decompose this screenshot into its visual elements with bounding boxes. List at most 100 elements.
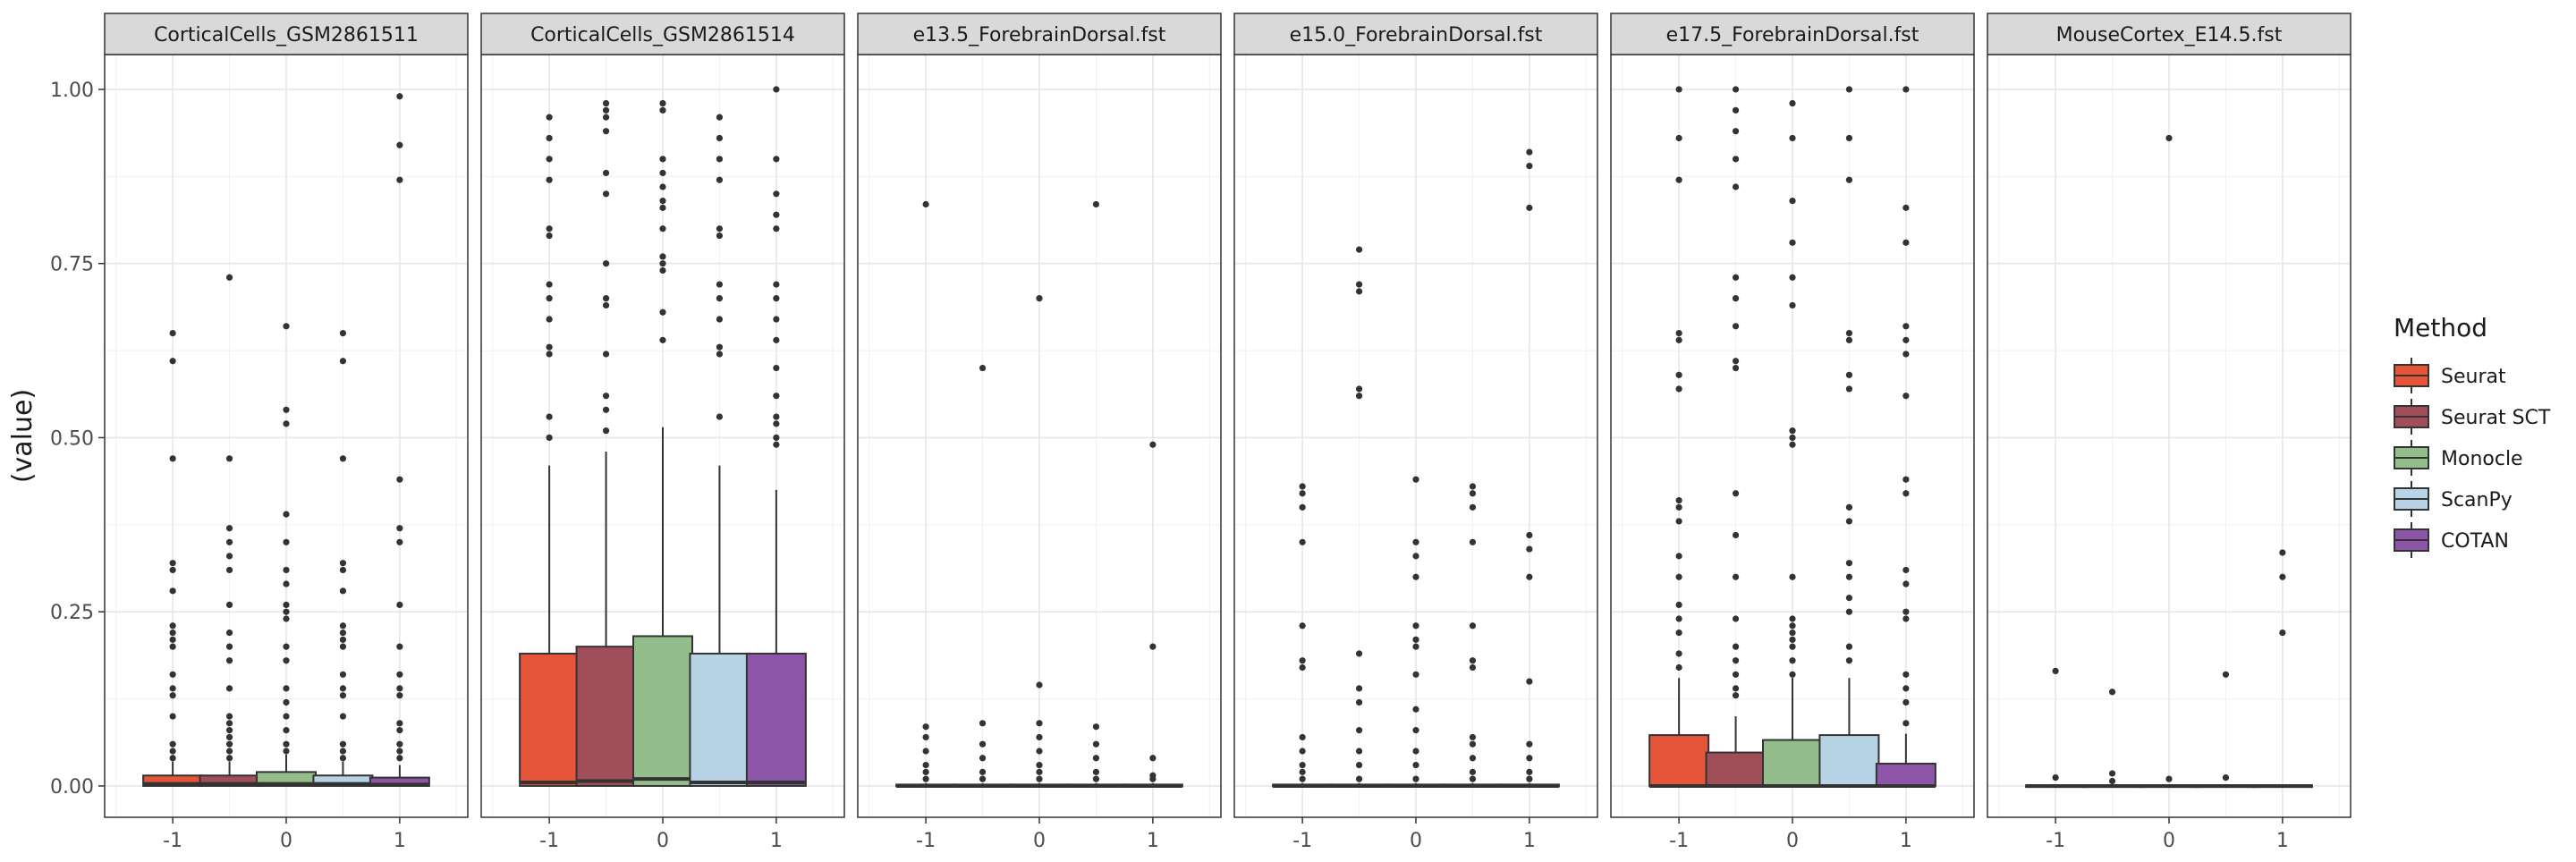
box-seurat (142, 329, 204, 787)
outlier-point (1675, 134, 1682, 142)
outlier-point (1845, 176, 1853, 183)
outlier-point (225, 685, 233, 692)
outlier-point (1902, 615, 1910, 622)
outlier-point (602, 301, 610, 309)
outlier-point (225, 740, 233, 748)
legend-label: ScanPy (2441, 489, 2512, 511)
outlier-point (1732, 685, 1740, 692)
outlier-point (283, 740, 290, 748)
outlier-point (773, 364, 780, 372)
outlier-point (659, 197, 666, 205)
outlier-point (1732, 643, 1740, 650)
outlier-point (546, 225, 553, 232)
box-cotan (2251, 549, 2313, 789)
outlier-point (979, 720, 987, 727)
outlier-point (1789, 636, 1796, 643)
outlier-point (1299, 663, 1306, 672)
outlier-point (339, 671, 347, 678)
outlier-point (659, 260, 666, 267)
outlier-point (1469, 740, 1477, 748)
outlier-point (2222, 671, 2230, 678)
outlier-point (339, 685, 347, 692)
outlier-point (922, 200, 929, 208)
outlier-point (1845, 657, 1853, 664)
outlier-point (1902, 239, 1910, 246)
outlier-point (396, 176, 403, 183)
outlier-point (773, 336, 780, 343)
outlier-point (716, 316, 724, 323)
outlier-point (1526, 678, 1533, 685)
outlier-point (283, 713, 290, 720)
outlier-point (1675, 615, 1682, 622)
outlier-point (546, 343, 553, 351)
outlier-point (1732, 358, 1740, 365)
outlier-point (396, 93, 403, 100)
outlier-point (659, 266, 666, 275)
box-seurat-sct (575, 99, 637, 787)
outlier-point (396, 525, 403, 532)
outlier-point (1675, 518, 1682, 525)
outlier-point (225, 629, 233, 637)
outlier-point (169, 455, 176, 462)
outlier-point (773, 86, 780, 93)
facet-strip (1610, 13, 1975, 55)
outlier-point (1902, 566, 1910, 574)
outlier-point (546, 351, 553, 358)
outlier-point (1732, 671, 1740, 678)
facet-panel: MouseCortex_E14.5.fst -1 0 1 (1987, 13, 2351, 852)
outlier-point (602, 260, 610, 267)
outlier-point (602, 393, 610, 400)
outlier-point (2052, 667, 2059, 675)
outlier-point (659, 225, 666, 232)
box-monocle (632, 99, 693, 787)
outlier-point (1789, 239, 1796, 246)
outlier-point (1036, 768, 1043, 775)
outlier-point (2279, 549, 2286, 556)
outlier-point (922, 733, 929, 741)
outlier-point (283, 580, 290, 587)
outlier-point (773, 441, 780, 448)
outlier-point (283, 698, 290, 706)
box-scanpy (312, 329, 374, 787)
iqr-box (1818, 734, 1880, 787)
outlier-point (1902, 720, 1910, 727)
outlier-point (283, 601, 290, 609)
outlier-point (283, 323, 290, 330)
outlier-point (1845, 503, 1853, 511)
outlier-point (922, 748, 929, 755)
outlier-point (2279, 573, 2286, 580)
outlier-point (602, 114, 610, 121)
outlier-point (1036, 761, 1043, 769)
outlier-point (659, 204, 666, 211)
outlier-point (1675, 629, 1682, 637)
outlier-point (1149, 441, 1157, 448)
outlier-point (2279, 629, 2286, 637)
legend-label: Seurat (2441, 366, 2506, 388)
outlier-point (1789, 441, 1796, 448)
outlier-point (602, 351, 610, 358)
outlier-point (1526, 148, 1533, 156)
legend-item: ScanPy (2394, 481, 2512, 517)
facet-title: e17.5_ForebrainDorsal.fst (1666, 24, 1919, 46)
outlier-point (716, 225, 724, 232)
outlier-point (1845, 336, 1853, 343)
outlier-point (225, 525, 233, 532)
outlier-point (1675, 329, 1682, 337)
box-cotan (1122, 441, 1183, 788)
outlier-point (169, 629, 176, 637)
box-scanpy (1818, 86, 1880, 788)
outlier-point (1299, 622, 1306, 630)
box-monocle (1385, 476, 1446, 788)
outlier-point (396, 755, 403, 762)
outlier-point (546, 232, 553, 240)
facet-panel: CorticalCells_GSM2861511 -1 0 1 (104, 13, 469, 852)
box-cotan (745, 86, 807, 787)
outlier-point (169, 740, 176, 748)
iqr-box (1705, 751, 1767, 787)
outlier-point (2108, 689, 2116, 696)
box-cotan (1498, 148, 1560, 788)
box-cotan (1875, 86, 1936, 788)
iqr-box (1875, 763, 1936, 787)
outlier-point (716, 232, 724, 240)
outlier-point (2108, 777, 2116, 785)
